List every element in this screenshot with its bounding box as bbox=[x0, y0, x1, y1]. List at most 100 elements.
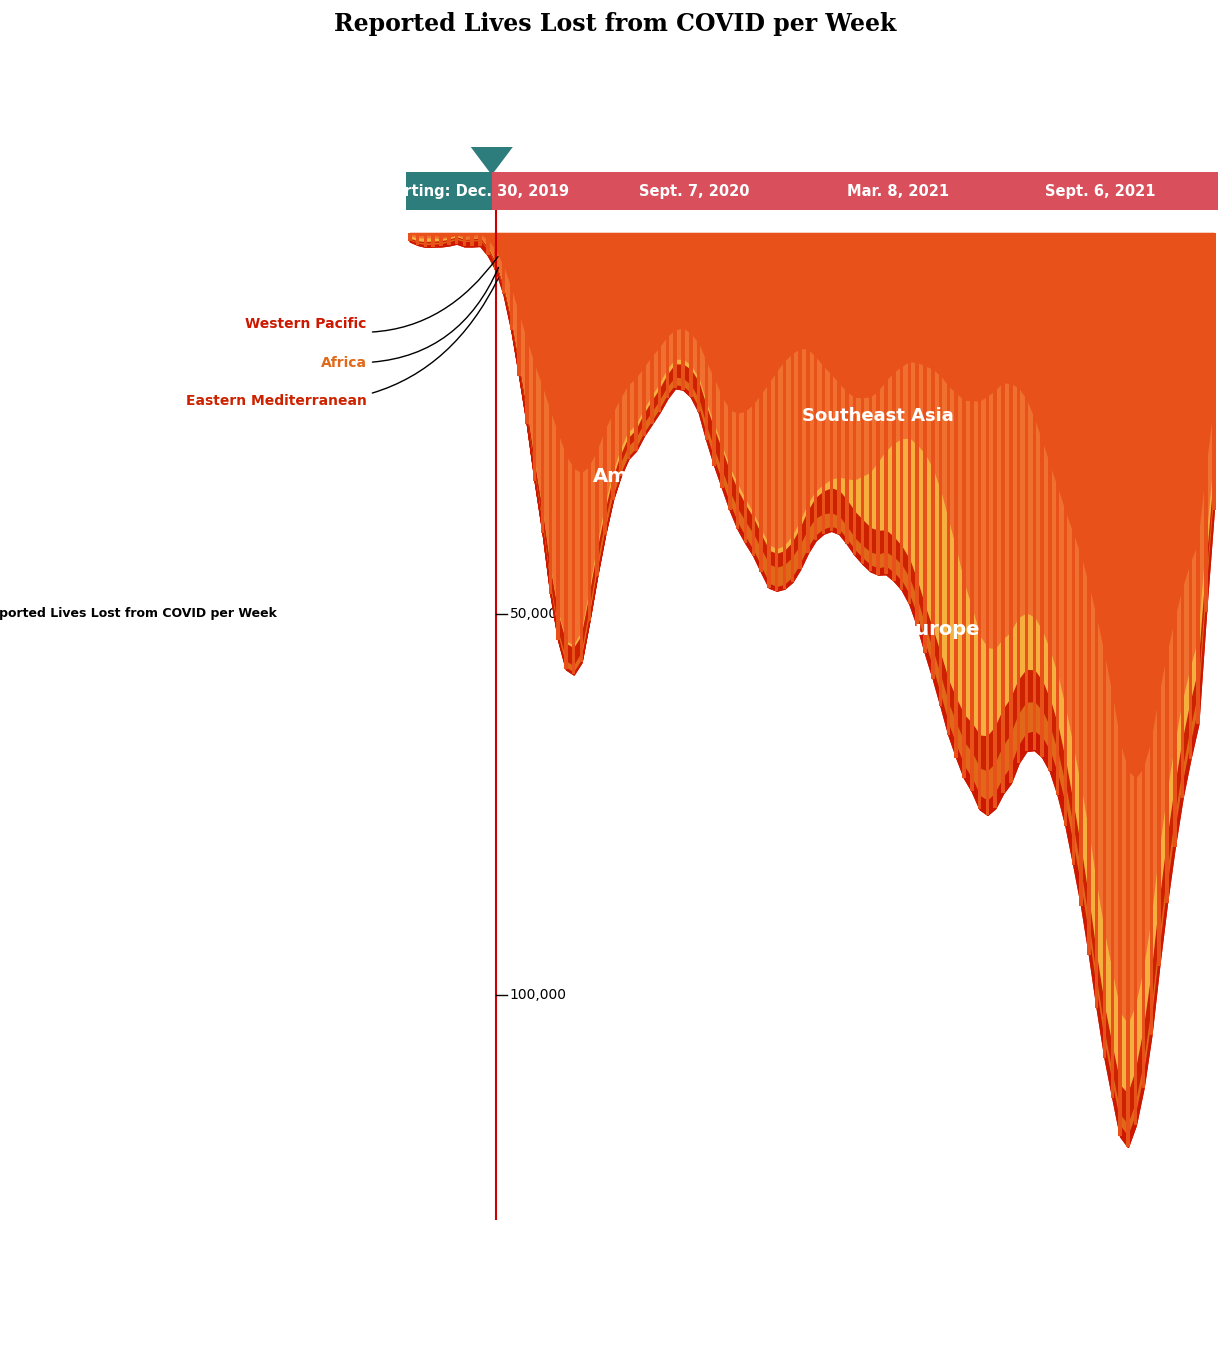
Bar bbox=[446, 233, 450, 245]
Bar bbox=[775, 233, 779, 591]
Bar bbox=[635, 233, 638, 450]
Bar bbox=[1055, 233, 1059, 795]
Text: March 11, 2020: March 11, 2020 bbox=[624, 70, 877, 98]
Bar bbox=[579, 233, 583, 663]
Bar bbox=[838, 233, 841, 534]
Bar bbox=[649, 233, 653, 424]
Bar bbox=[994, 233, 998, 808]
Bar bbox=[1095, 233, 1098, 1008]
Bar bbox=[658, 233, 662, 412]
Bar bbox=[908, 233, 911, 604]
Bar bbox=[1150, 233, 1153, 1035]
Bar bbox=[572, 233, 576, 675]
Bar bbox=[525, 233, 529, 424]
Text: Reported Lives Lost from COVID per Week: Reported Lives Lost from COVID per Week bbox=[0, 607, 277, 621]
Bar bbox=[579, 233, 583, 663]
Bar bbox=[509, 233, 513, 329]
Text: reported to the World Health Organization: reported to the World Health Organizatio… bbox=[633, 1286, 1064, 1305]
Bar bbox=[1087, 233, 1091, 954]
Bar bbox=[642, 233, 646, 436]
Bar bbox=[674, 233, 677, 388]
Bar bbox=[1009, 233, 1012, 783]
Bar bbox=[877, 233, 879, 575]
Bar bbox=[900, 233, 903, 589]
Polygon shape bbox=[471, 146, 513, 175]
Bar bbox=[728, 233, 732, 509]
Bar bbox=[471, 233, 474, 247]
Bar bbox=[556, 233, 560, 640]
Bar bbox=[768, 233, 771, 588]
Bar bbox=[931, 233, 935, 679]
Bar bbox=[1048, 233, 1052, 771]
Bar bbox=[1212, 233, 1215, 509]
Bar bbox=[829, 233, 833, 531]
Bar bbox=[1173, 233, 1177, 847]
Bar bbox=[798, 233, 802, 569]
Bar bbox=[1071, 233, 1075, 864]
Bar bbox=[868, 233, 872, 572]
Bar bbox=[931, 233, 935, 679]
Bar bbox=[721, 233, 723, 488]
Bar bbox=[962, 233, 966, 778]
Bar bbox=[478, 233, 482, 245]
Bar bbox=[674, 233, 677, 388]
Bar bbox=[588, 233, 592, 621]
Bar bbox=[1134, 233, 1138, 1125]
Bar bbox=[533, 233, 536, 481]
Bar bbox=[752, 233, 755, 556]
Bar bbox=[494, 233, 497, 270]
Bar bbox=[1071, 233, 1075, 864]
Bar bbox=[852, 233, 856, 554]
Bar bbox=[1103, 233, 1106, 1058]
Bar bbox=[408, 233, 412, 241]
Bar bbox=[432, 233, 435, 247]
Bar bbox=[900, 233, 903, 589]
Bar bbox=[689, 233, 692, 397]
Bar bbox=[439, 233, 443, 247]
Text: 100,000: 100,000 bbox=[509, 988, 567, 1001]
Bar bbox=[752, 233, 755, 556]
Bar bbox=[1025, 233, 1028, 751]
Text: Sept. 6, 2021: Sept. 6, 2021 bbox=[1046, 184, 1156, 199]
Bar bbox=[845, 233, 849, 543]
Bar bbox=[446, 233, 450, 245]
Bar bbox=[861, 233, 865, 564]
Text: Mar. 8, 2021: Mar. 8, 2021 bbox=[846, 184, 948, 199]
Bar bbox=[791, 233, 795, 581]
Bar bbox=[635, 233, 638, 450]
Bar bbox=[985, 233, 989, 814]
Bar bbox=[1064, 233, 1068, 825]
Bar bbox=[533, 233, 536, 481]
Bar bbox=[1127, 233, 1129, 1146]
Bar bbox=[1188, 233, 1192, 759]
Bar bbox=[541, 233, 544, 533]
Text: Southeast Asia: Southeast Asia bbox=[802, 406, 954, 425]
Bar bbox=[1181, 233, 1184, 798]
Bar bbox=[947, 233, 950, 734]
Bar bbox=[798, 233, 802, 569]
Bar bbox=[502, 233, 506, 294]
Bar bbox=[509, 233, 513, 329]
Bar bbox=[868, 233, 872, 572]
Text: Nearly: Nearly bbox=[531, 1253, 601, 1272]
Bar bbox=[954, 233, 958, 757]
Text: Africa: Africa bbox=[321, 267, 498, 370]
Bar bbox=[1111, 233, 1114, 1098]
Bar bbox=[1048, 233, 1052, 771]
Bar bbox=[915, 233, 919, 626]
Bar bbox=[1032, 233, 1036, 751]
Text: as of Dec. 29, 2021: as of Dec. 29, 2021 bbox=[752, 1316, 946, 1333]
Bar bbox=[549, 233, 552, 593]
Bar bbox=[1141, 233, 1145, 1088]
Bar bbox=[1197, 233, 1200, 725]
Bar bbox=[705, 233, 708, 440]
Bar bbox=[1055, 233, 1059, 795]
Bar bbox=[892, 233, 895, 581]
Bar bbox=[439, 233, 443, 247]
Bar bbox=[884, 233, 888, 575]
Bar bbox=[705, 233, 708, 440]
Bar bbox=[892, 233, 895, 581]
Bar bbox=[978, 233, 982, 809]
Bar bbox=[588, 233, 592, 621]
Bar bbox=[908, 233, 911, 604]
